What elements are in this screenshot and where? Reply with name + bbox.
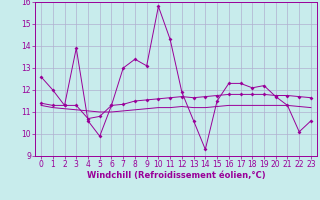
X-axis label: Windchill (Refroidissement éolien,°C): Windchill (Refroidissement éolien,°C): [87, 171, 265, 180]
